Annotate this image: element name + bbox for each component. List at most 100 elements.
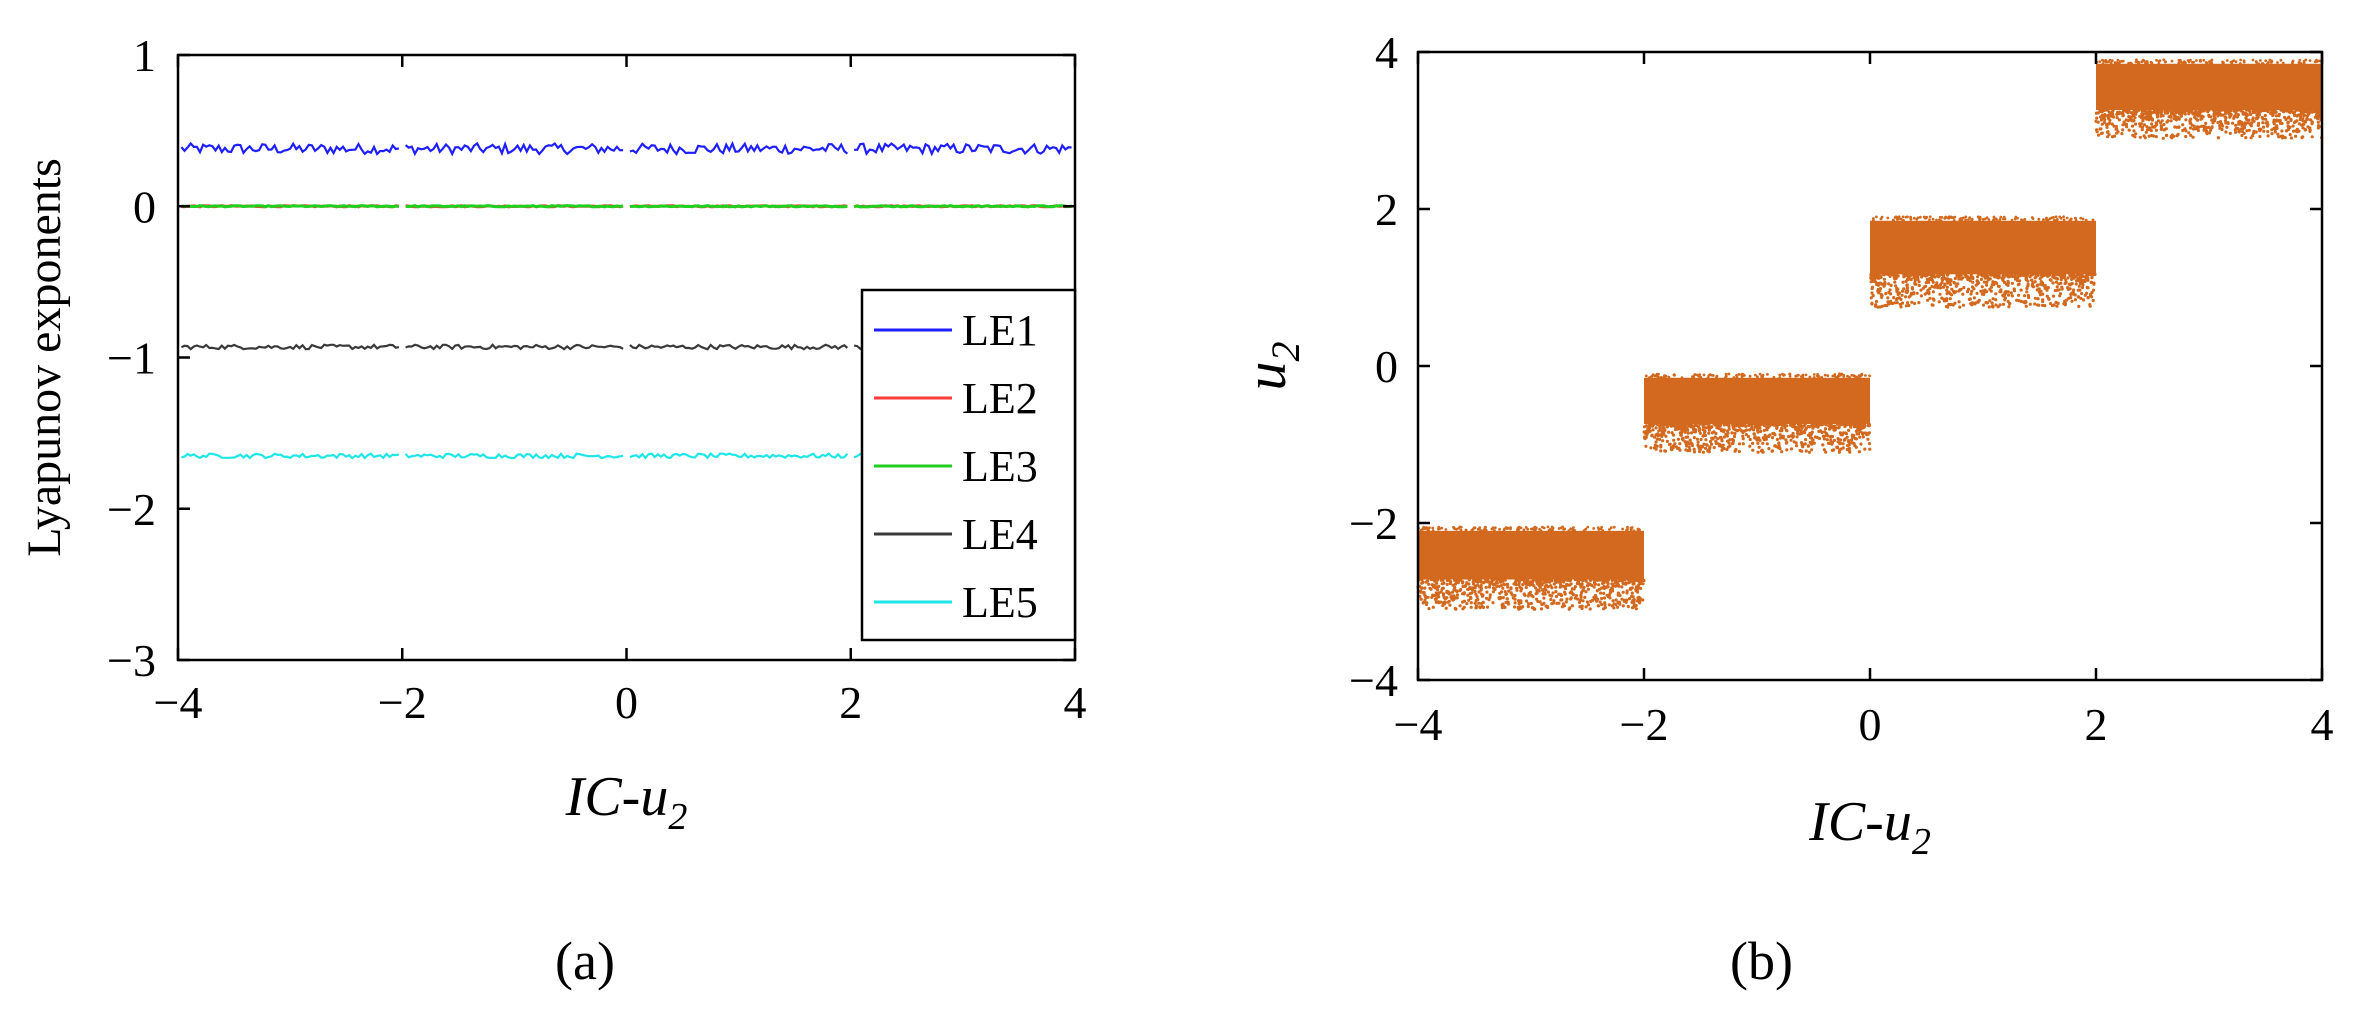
scatter-point	[2161, 136, 2165, 140]
scatter-point	[2073, 298, 2077, 302]
scatter-point	[2266, 134, 2270, 138]
scatter-point	[2008, 302, 2012, 306]
scatter-point	[1953, 281, 1957, 285]
scatter-point	[1697, 374, 1701, 378]
scatter-point	[1855, 432, 1859, 436]
scatter-point	[1584, 590, 1588, 594]
scatter-point	[1987, 305, 1991, 309]
scatter-point	[1655, 444, 1659, 448]
scatter-point	[1817, 429, 1821, 433]
scatter-point	[1670, 431, 1674, 435]
scatter-point	[2110, 122, 2114, 126]
lyapunov-panel: −4 −2 0 2 4 −3 −2 −1 0 1 IC-u2 Lyapunov exponents LE…	[0, 0, 1190, 1028]
scatter-point	[1532, 529, 1536, 533]
scatter-point	[1479, 586, 1484, 591]
scatter-point	[2081, 283, 2085, 287]
scatter-point	[1599, 591, 1603, 595]
scatter-point	[1751, 448, 1755, 452]
y-tick-label: −1	[107, 333, 156, 384]
scatter-point	[1959, 217, 1963, 220]
scatter-point	[1911, 273, 1916, 277]
scatter-point	[2157, 108, 2161, 112]
scatter-point	[2132, 109, 2136, 113]
scatter-point	[1437, 595, 1441, 599]
scatter-point	[2078, 280, 2083, 284]
scatter-point	[1629, 586, 1633, 590]
scatter-point	[1462, 599, 1467, 603]
scatter-point	[1618, 602, 1622, 606]
scatter-point	[2018, 274, 2022, 278]
scatter-cluster-0	[1416, 525, 1646, 611]
scatter-point	[2240, 123, 2244, 128]
scatter-point	[2097, 133, 2101, 137]
scatter-point	[1808, 375, 1812, 379]
scatter-point	[2244, 116, 2248, 120]
scatter-point	[1730, 442, 1735, 446]
scatter-point	[1701, 434, 1705, 438]
scatter-point	[2195, 125, 2200, 129]
scatter-point	[1993, 275, 1997, 279]
scatter-point	[2164, 133, 2168, 138]
scatter-point	[1840, 372, 1844, 376]
scatter-point	[1785, 429, 1789, 433]
scatter-point	[2299, 62, 2303, 65]
scatter-point	[1857, 423, 1861, 427]
scatter-point	[1901, 215, 1905, 219]
scatter-point	[2286, 125, 2290, 129]
scatter-point	[1427, 582, 1431, 586]
scatter-point	[1851, 435, 1855, 439]
scatter-point	[1961, 276, 1965, 280]
scatter-point	[2202, 58, 2206, 62]
scatter-point	[1702, 373, 1706, 377]
scatter-point	[2115, 116, 2119, 120]
scatter-point	[1978, 219, 1982, 223]
scatter-point	[1727, 372, 1731, 376]
scatter-point	[2121, 128, 2125, 132]
scatter-core	[1870, 220, 2096, 275]
scatter-point	[2175, 134, 2179, 138]
scatter-point	[1626, 525, 1629, 529]
scatter-point	[2172, 112, 2176, 116]
scatter-point	[2270, 132, 2274, 136]
scatter-point	[1901, 280, 1905, 284]
scatter-point	[2155, 58, 2158, 62]
x-tick-label: 2	[839, 677, 862, 728]
scatter-point	[2300, 136, 2304, 140]
scatter-point	[2310, 122, 2314, 126]
scatter-point	[2057, 288, 2061, 292]
scatter-point	[2088, 304, 2092, 308]
scatter-point	[2154, 128, 2158, 132]
scatter-point	[1981, 303, 1986, 307]
scatter-point	[1423, 598, 1427, 602]
scatter-point	[1847, 439, 1851, 444]
line-le3-seg3	[853, 204, 1072, 209]
scatter-point	[2242, 126, 2247, 130]
scatter-point	[2154, 135, 2158, 139]
scatter-point	[1634, 607, 1638, 611]
scatter-point	[1839, 433, 1843, 437]
scatter-point	[1459, 525, 1463, 529]
scatter-point	[1672, 373, 1676, 376]
scatter-point	[1454, 596, 1458, 600]
scatter-point	[1422, 590, 1426, 595]
scatter-point	[2158, 59, 2162, 63]
scatter-point	[2100, 122, 2104, 126]
scatter-point	[2244, 108, 2249, 112]
scatter-point	[2155, 115, 2160, 119]
scatter-point	[1909, 217, 1913, 221]
scatter-point	[1559, 592, 1563, 596]
scatter-point	[2250, 134, 2255, 138]
scatter-point	[2016, 283, 2020, 287]
scatter-point	[1775, 425, 1779, 429]
scatter-point	[1431, 605, 1435, 609]
scatter-point	[1704, 426, 1708, 430]
scatter-point	[1485, 590, 1489, 594]
scatter-point	[2078, 275, 2082, 279]
scatter-point	[2124, 108, 2128, 112]
scatter-point	[2184, 118, 2188, 122]
scatter-point	[1990, 301, 1994, 305]
scatter-point	[1861, 435, 1865, 439]
scatter-point	[1603, 578, 1608, 582]
scatter-point	[1534, 586, 1538, 590]
scatter-point	[2257, 109, 2261, 113]
